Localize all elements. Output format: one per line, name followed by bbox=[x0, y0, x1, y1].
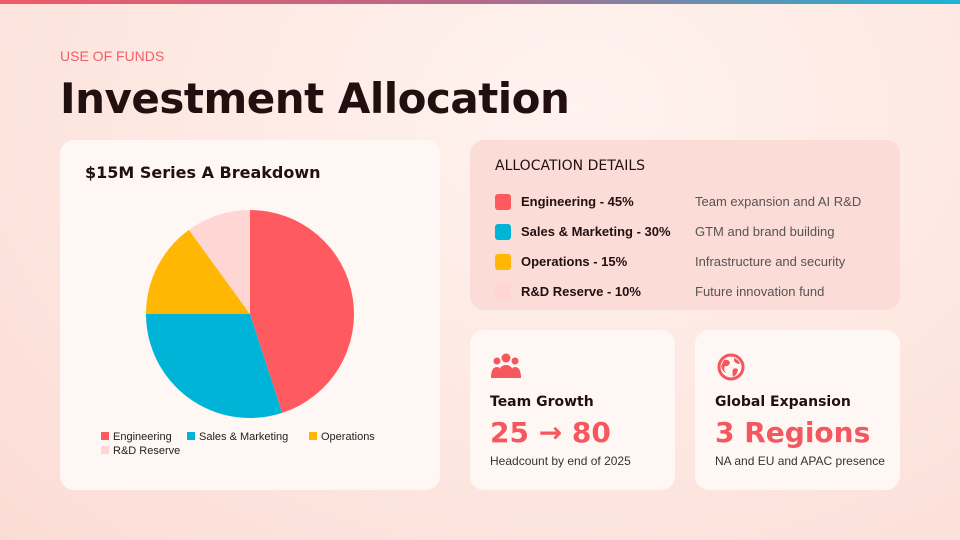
detail-label: Engineering - 45% bbox=[521, 194, 634, 209]
detail-swatch bbox=[495, 254, 511, 270]
eyebrow: USE OF FUNDS bbox=[60, 48, 165, 64]
detail-swatch bbox=[495, 224, 511, 240]
detail-row: Operations - 15% Infrastructure and secur… bbox=[495, 253, 895, 271]
detail-description: GTM and brand building bbox=[695, 224, 835, 239]
kpi-title: Global Expansion bbox=[715, 394, 851, 410]
legend-swatch bbox=[101, 432, 109, 440]
pie-slice bbox=[250, 210, 355, 413]
detail-label: Operations - 15% bbox=[521, 254, 628, 269]
page-title: Investment Allocation bbox=[60, 74, 570, 123]
kpi-description: Headcount by end of 2025 bbox=[490, 454, 631, 468]
pie-slice bbox=[146, 314, 283, 418]
detail-description: Team expansion and AI R&D bbox=[695, 194, 862, 209]
legend-swatch bbox=[187, 432, 195, 440]
detail-swatch bbox=[495, 194, 511, 210]
globe-icon bbox=[717, 353, 745, 381]
pie-slice bbox=[146, 229, 250, 314]
accent-bar bbox=[0, 0, 960, 4]
detail-row: Engineering - 45% Team expansion and AI R… bbox=[495, 193, 895, 211]
kpi-metric: 25 → 80 bbox=[490, 416, 611, 449]
kpi-metric: 3 Regions bbox=[715, 416, 871, 449]
legend-label: Sales & Marketing bbox=[199, 431, 288, 443]
details-heading: ALLOCATION DETAILS bbox=[495, 158, 646, 174]
detail-swatch bbox=[495, 284, 511, 300]
detail-row: R&D Reserve - 10% Future innovation fund bbox=[495, 283, 895, 301]
pie-slice bbox=[188, 210, 250, 314]
kpi-card: Global Expansion 3 Regions NA and EU and… bbox=[695, 330, 900, 490]
legend-swatch bbox=[309, 432, 317, 440]
kpi-description: NA and EU and APAC presence bbox=[715, 454, 885, 468]
legend-label: Operations bbox=[321, 431, 375, 443]
legend-swatch bbox=[101, 446, 109, 454]
detail-description: Infrastructure and security bbox=[695, 254, 846, 269]
detail-row: Sales & Marketing - 30% GTM and brand bui… bbox=[495, 223, 895, 241]
kpi-card: Team Growth 25 → 80 Headcount by end of … bbox=[470, 330, 675, 490]
team-icon bbox=[491, 353, 521, 378]
pie-chart: Engineering Sales & Marketing Operations R&… bbox=[101, 210, 375, 457]
legend-label: R&D Reserve bbox=[113, 445, 180, 457]
detail-label: Sales & Marketing - 30% bbox=[521, 224, 671, 239]
detail-label: R&D Reserve - 10% bbox=[521, 284, 641, 299]
chart-title: $15M Series A Breakdown bbox=[85, 163, 321, 182]
details-panel: ALLOCATION DETAILS Engineering - 45% Team… bbox=[470, 140, 900, 310]
kpi-title: Team Growth bbox=[490, 394, 594, 410]
detail-description: Future innovation fund bbox=[695, 284, 825, 299]
chart-card: $15M Series A Breakdown Engineering Sales… bbox=[60, 140, 440, 490]
legend-label: Engineering bbox=[113, 431, 172, 443]
